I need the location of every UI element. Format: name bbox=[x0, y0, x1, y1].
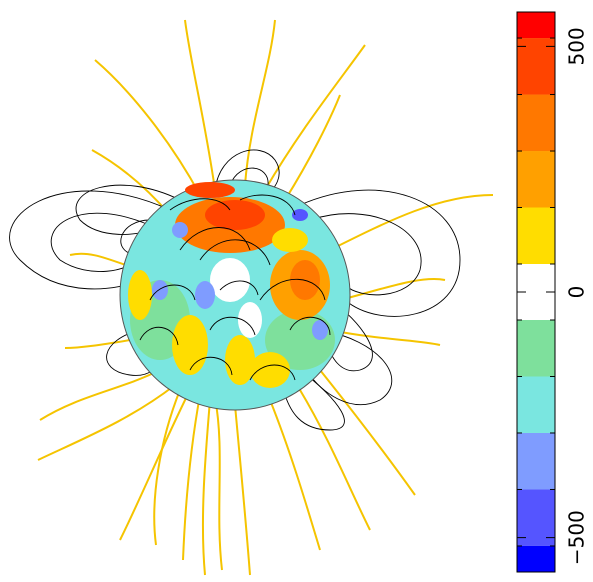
closed-field-lines bbox=[9, 149, 461, 431]
color-bin bbox=[517, 489, 555, 546]
sphere-plot bbox=[9, 19, 494, 576]
tick-label: 0 bbox=[565, 286, 589, 299]
color-bin bbox=[517, 12, 555, 39]
color-bin bbox=[517, 432, 555, 490]
open-field-lines bbox=[37, 19, 494, 576]
surface-loops bbox=[139, 194, 331, 381]
tick-label: 500 bbox=[565, 27, 589, 65]
color-bin bbox=[517, 38, 555, 95]
color-bin bbox=[517, 376, 555, 433]
color-bin bbox=[517, 207, 555, 264]
color-bin bbox=[517, 151, 555, 208]
color-bin bbox=[517, 94, 555, 152]
tick-label: −500 bbox=[565, 510, 589, 565]
color-bin bbox=[517, 320, 555, 377]
color-bin bbox=[517, 545, 555, 572]
sphere-surface bbox=[119, 179, 351, 411]
colorbar: −500 0 500 bbox=[516, 11, 589, 573]
